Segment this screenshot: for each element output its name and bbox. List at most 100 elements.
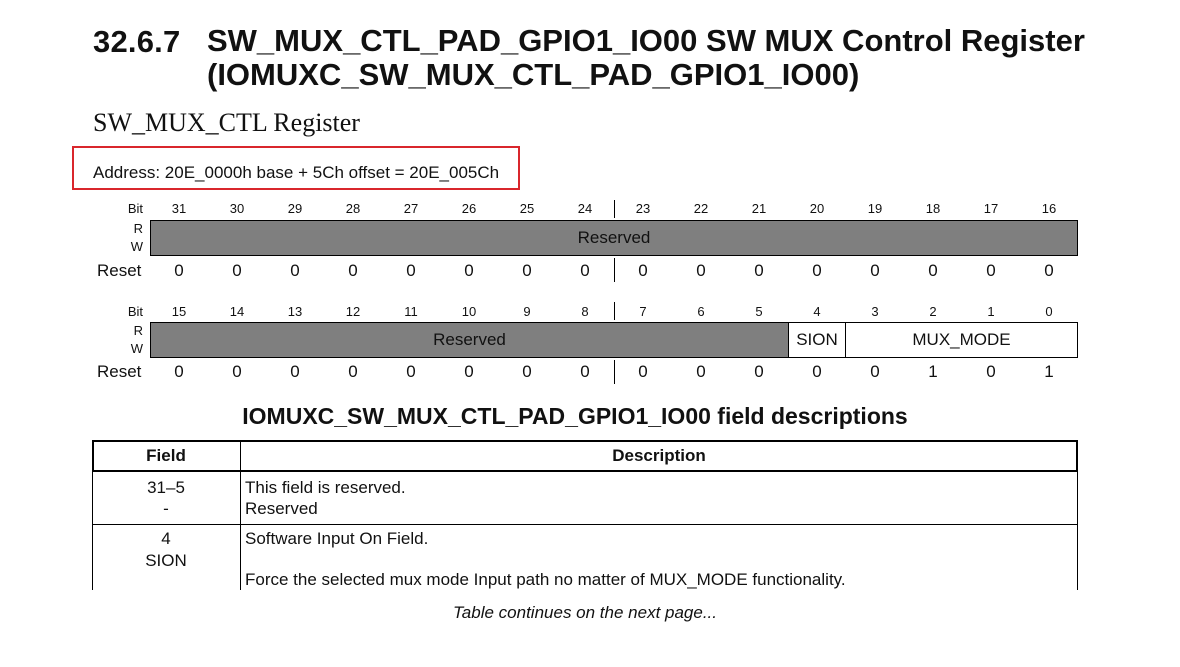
row-description-line: This field is reserved.	[245, 478, 406, 497]
register-address: Address: 20E_0000h base + 5Ch offset = 2…	[93, 163, 500, 182]
bit-number: 2	[929, 304, 937, 319]
reset-value: 0	[232, 362, 242, 381]
reset-value: 0	[754, 362, 764, 381]
reset-value: 0	[870, 362, 880, 381]
reset-label-upper: Reset	[97, 261, 142, 280]
mux-mode-field: MUX_MODE	[845, 322, 1078, 358]
sion-field: SION	[788, 322, 846, 358]
bit-number: 5	[755, 304, 763, 319]
read-label-lower: R	[133, 323, 143, 338]
reset-value: 0	[812, 362, 822, 381]
table-header-row	[92, 440, 1078, 472]
row-divider	[92, 524, 1078, 525]
bit-number: 28	[345, 201, 361, 216]
section-number: 32.6.7	[93, 24, 181, 59]
reset-value: 0	[1044, 261, 1054, 280]
reset-label-lower: Reset	[97, 362, 142, 381]
bit-number: 12	[345, 304, 361, 319]
bit-number: 14	[229, 304, 245, 319]
bit-number: 3	[871, 304, 879, 319]
bit-number: 27	[403, 201, 419, 216]
reset-value: 0	[290, 362, 300, 381]
address-highlight-box	[72, 146, 520, 190]
row-description-line: Software Input On Field.	[245, 529, 429, 548]
nibble-divider	[614, 302, 615, 320]
bit-number: 0	[1045, 304, 1053, 319]
header-field: Field	[146, 446, 186, 465]
bit-number: 31	[171, 201, 187, 216]
nibble-divider	[614, 200, 615, 218]
nibble-divider	[614, 360, 615, 384]
bit-number: 7	[639, 304, 647, 319]
bit-label-upper: Bit	[127, 201, 143, 216]
reset-value: 0	[174, 261, 184, 280]
row-field-bits: 31–5	[147, 478, 185, 497]
reset-value: 0	[464, 362, 474, 381]
bit-number: 22	[693, 201, 709, 216]
bit-number: 26	[461, 201, 477, 216]
row-field-name: SION	[145, 551, 187, 570]
upper-reserved-label: Reserved	[577, 228, 651, 247]
reset-value: 0	[406, 362, 416, 381]
bit-number: 8	[581, 304, 589, 319]
bit-number: 9	[523, 304, 531, 319]
bit-number: 16	[1041, 201, 1057, 216]
header-description: Description	[612, 446, 706, 465]
row-description-line: Reserved	[245, 499, 318, 518]
mux-mode-field-label: MUX_MODE	[912, 330, 1011, 349]
reset-value: 1	[1044, 362, 1054, 381]
reset-value: 0	[290, 261, 300, 280]
bit-number: 17	[983, 201, 999, 216]
reset-value: 0	[638, 261, 648, 280]
row-field-bits: 4	[161, 529, 171, 548]
bit-number: 13	[287, 304, 303, 319]
bit-number: 4	[813, 304, 821, 319]
bit-number: 19	[867, 201, 883, 216]
reset-value: 0	[696, 362, 706, 381]
bit-number: 6	[697, 304, 705, 319]
reset-value: 0	[406, 261, 416, 280]
reset-value: 1	[928, 362, 938, 381]
register-subtitle: SW_MUX_CTL Register	[93, 108, 360, 137]
lower-reserved-label: Reserved	[433, 330, 506, 349]
reset-value: 0	[812, 261, 822, 280]
table-continuation-note: Table continues on the next page...	[452, 603, 717, 622]
bit-number: 30	[229, 201, 245, 216]
reset-value: 0	[348, 261, 358, 280]
bit-number: 25	[519, 201, 535, 216]
sion-field-label: SION	[796, 330, 838, 349]
write-label-lower: W	[130, 341, 143, 356]
bit-number: 21	[751, 201, 767, 216]
reset-value: 0	[638, 362, 648, 381]
reset-value: 0	[232, 261, 242, 280]
column-divider	[240, 440, 241, 590]
nibble-divider	[614, 258, 615, 282]
row-description-line: Force the selected mux mode Input path n…	[245, 570, 846, 589]
bit-number: 29	[287, 201, 303, 216]
reset-value: 0	[174, 362, 184, 381]
write-label-upper: W	[130, 239, 143, 254]
field-descriptions-table	[92, 440, 1078, 590]
section-title: SW_MUX_CTL_PAD_GPIO1_IO00 SW MUX Control…	[207, 23, 1085, 92]
row-field-name: -	[163, 499, 169, 518]
reset-value: 0	[986, 362, 996, 381]
reset-value: 0	[464, 261, 474, 280]
reset-value: 0	[870, 261, 880, 280]
reset-value: 0	[348, 362, 358, 381]
bit-number: 10	[461, 304, 477, 319]
reset-value: 0	[986, 261, 996, 280]
reset-value: 0	[522, 362, 532, 381]
reset-value: 0	[696, 261, 706, 280]
bit-number: 23	[635, 201, 651, 216]
bit-number: 15	[171, 304, 187, 319]
reset-value: 0	[928, 261, 938, 280]
lower-reserved-field: Reserved	[150, 322, 789, 358]
bit-number: 1	[987, 304, 995, 319]
reset-value: 0	[580, 261, 590, 280]
bit-number: 24	[577, 201, 593, 216]
reset-value: 0	[754, 261, 764, 280]
table-title: IOMUXC_SW_MUX_CTL_PAD_GPIO1_IO00 field d…	[242, 403, 908, 429]
bit-number: 20	[809, 201, 825, 216]
bit-number: 11	[404, 304, 418, 319]
read-label-upper: R	[133, 221, 143, 236]
